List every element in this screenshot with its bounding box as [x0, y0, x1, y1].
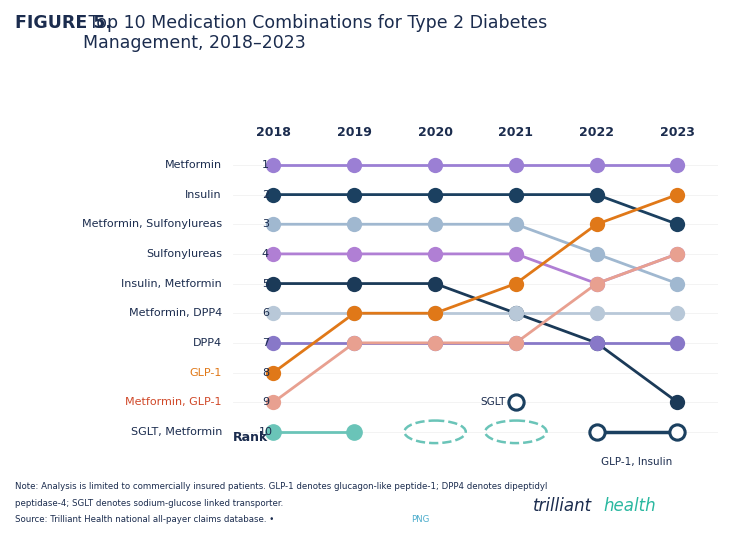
Text: trilliant: trilliant: [533, 497, 592, 515]
Text: 3: 3: [262, 219, 269, 229]
Text: Insulin, Metformin: Insulin, Metformin: [121, 278, 222, 288]
Text: Metformin, Sulfonylureas: Metformin, Sulfonylureas: [82, 219, 222, 229]
Text: 6: 6: [262, 308, 269, 318]
Text: SGLT, Metformin: SGLT, Metformin: [131, 427, 222, 437]
Text: Metformin: Metformin: [165, 160, 222, 170]
Text: 5: 5: [262, 278, 269, 288]
Text: health: health: [603, 497, 656, 515]
Text: peptidase-4; SGLT denotes sodium-glucose linked transporter.: peptidase-4; SGLT denotes sodium-glucose…: [15, 499, 283, 508]
Text: Insulin: Insulin: [185, 190, 222, 199]
Text: 9: 9: [262, 397, 269, 407]
Text: GLP-1, Insulin: GLP-1, Insulin: [602, 457, 673, 467]
Text: Source: Trilliant Health national all-payer claims database. •: Source: Trilliant Health national all-pa…: [15, 515, 274, 524]
Text: 7: 7: [262, 338, 269, 348]
Text: GLP-1: GLP-1: [189, 367, 222, 378]
Text: 1: 1: [262, 160, 269, 170]
Text: 8: 8: [262, 367, 269, 378]
Text: 2: 2: [262, 190, 269, 199]
Text: DPP4: DPP4: [193, 338, 222, 348]
Text: Sulfonylureas: Sulfonylureas: [146, 249, 222, 259]
Text: Note: Analysis is limited to commercially insured patients. GLP-1 denotes glucag: Note: Analysis is limited to commerciall…: [15, 482, 547, 492]
Text: SGLT: SGLT: [481, 397, 506, 407]
Text: FIGURE 5.: FIGURE 5.: [15, 14, 112, 32]
Text: 10: 10: [258, 427, 272, 437]
Text: Top 10 Medication Combinations for Type 2 Diabetes
Management, 2018–2023: Top 10 Medication Combinations for Type …: [83, 14, 547, 52]
Text: PNG: PNG: [411, 515, 429, 524]
Text: Metformin, DPP4: Metformin, DPP4: [129, 308, 222, 318]
Text: 4: 4: [262, 249, 269, 259]
Text: Metformin, GLP-1: Metformin, GLP-1: [126, 397, 222, 407]
Text: Rank: Rank: [233, 431, 269, 444]
